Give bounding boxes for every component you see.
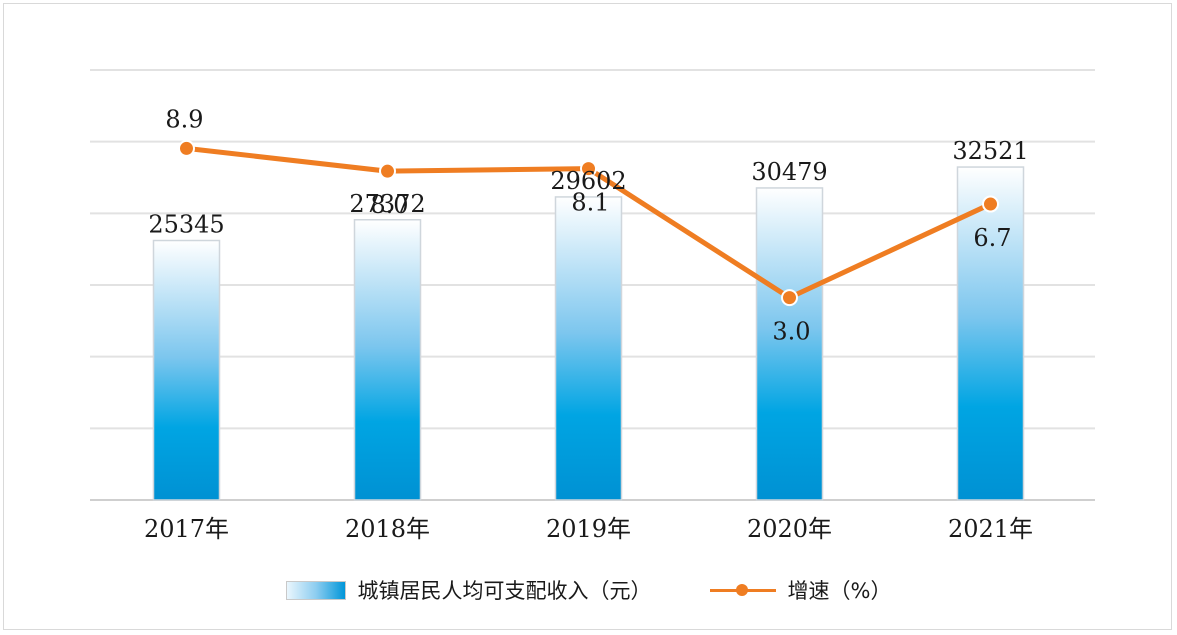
growth-point bbox=[178, 139, 195, 157]
line-series bbox=[178, 139, 999, 307]
legend-label-growth: 增速（%） bbox=[787, 579, 892, 603]
x-tick-label: 2021年 bbox=[948, 515, 1033, 543]
bar-2018年 bbox=[353, 219, 422, 501]
growth-point bbox=[580, 160, 597, 178]
bar-value-label: 30479 bbox=[751, 158, 827, 186]
x-tick-label: 2019年 bbox=[546, 515, 631, 543]
legend-item-growth: 增速（%） bbox=[709, 575, 892, 605]
legend-item-income: 城镇居民人均可支配收入（元） bbox=[285, 575, 652, 605]
bar-2021年 bbox=[956, 166, 1025, 501]
x-tick-label: 2018年 bbox=[345, 515, 430, 543]
growth-point bbox=[379, 162, 396, 180]
legend-line-swatch bbox=[709, 580, 776, 600]
x-axis-ticks: 2017年 2018年 2019年 2020年 2021年 bbox=[144, 515, 1033, 543]
legend-label-income: 城镇居民人均可支配收入（元） bbox=[357, 579, 652, 603]
bar-2017年 bbox=[152, 239, 221, 501]
legend-bar-swatch bbox=[285, 580, 346, 600]
bar-value-label: 32521 bbox=[952, 137, 1028, 165]
data-labels: 25345 27372 29602 30479 32521 8.9 8.0 8.1 3.0 6.7 bbox=[148, 105, 1028, 345]
growth-value-label: 8.9 bbox=[165, 105, 203, 133]
bar-2020年 bbox=[755, 187, 824, 501]
x-tick-label: 2017年 bbox=[144, 515, 229, 543]
growth-point bbox=[781, 289, 798, 307]
bar-2019年 bbox=[554, 196, 623, 501]
growth-value-label: 3.0 bbox=[772, 318, 810, 346]
legend: 城镇居民人均可支配收入（元） 增速（%） bbox=[0, 572, 1177, 608]
bar-value-label: 25345 bbox=[148, 211, 224, 239]
bar-value-label: 27372 bbox=[349, 190, 425, 218]
growth-value-label: 8.1 bbox=[571, 189, 609, 217]
growth-value-label: 6.7 bbox=[973, 224, 1011, 252]
growth-point bbox=[982, 195, 999, 213]
x-tick-label: 2020年 bbox=[747, 515, 832, 543]
bar-value-label: 29602 bbox=[550, 167, 626, 195]
bar-series bbox=[152, 166, 1025, 501]
growth-value-label: 8.0 bbox=[370, 191, 408, 219]
